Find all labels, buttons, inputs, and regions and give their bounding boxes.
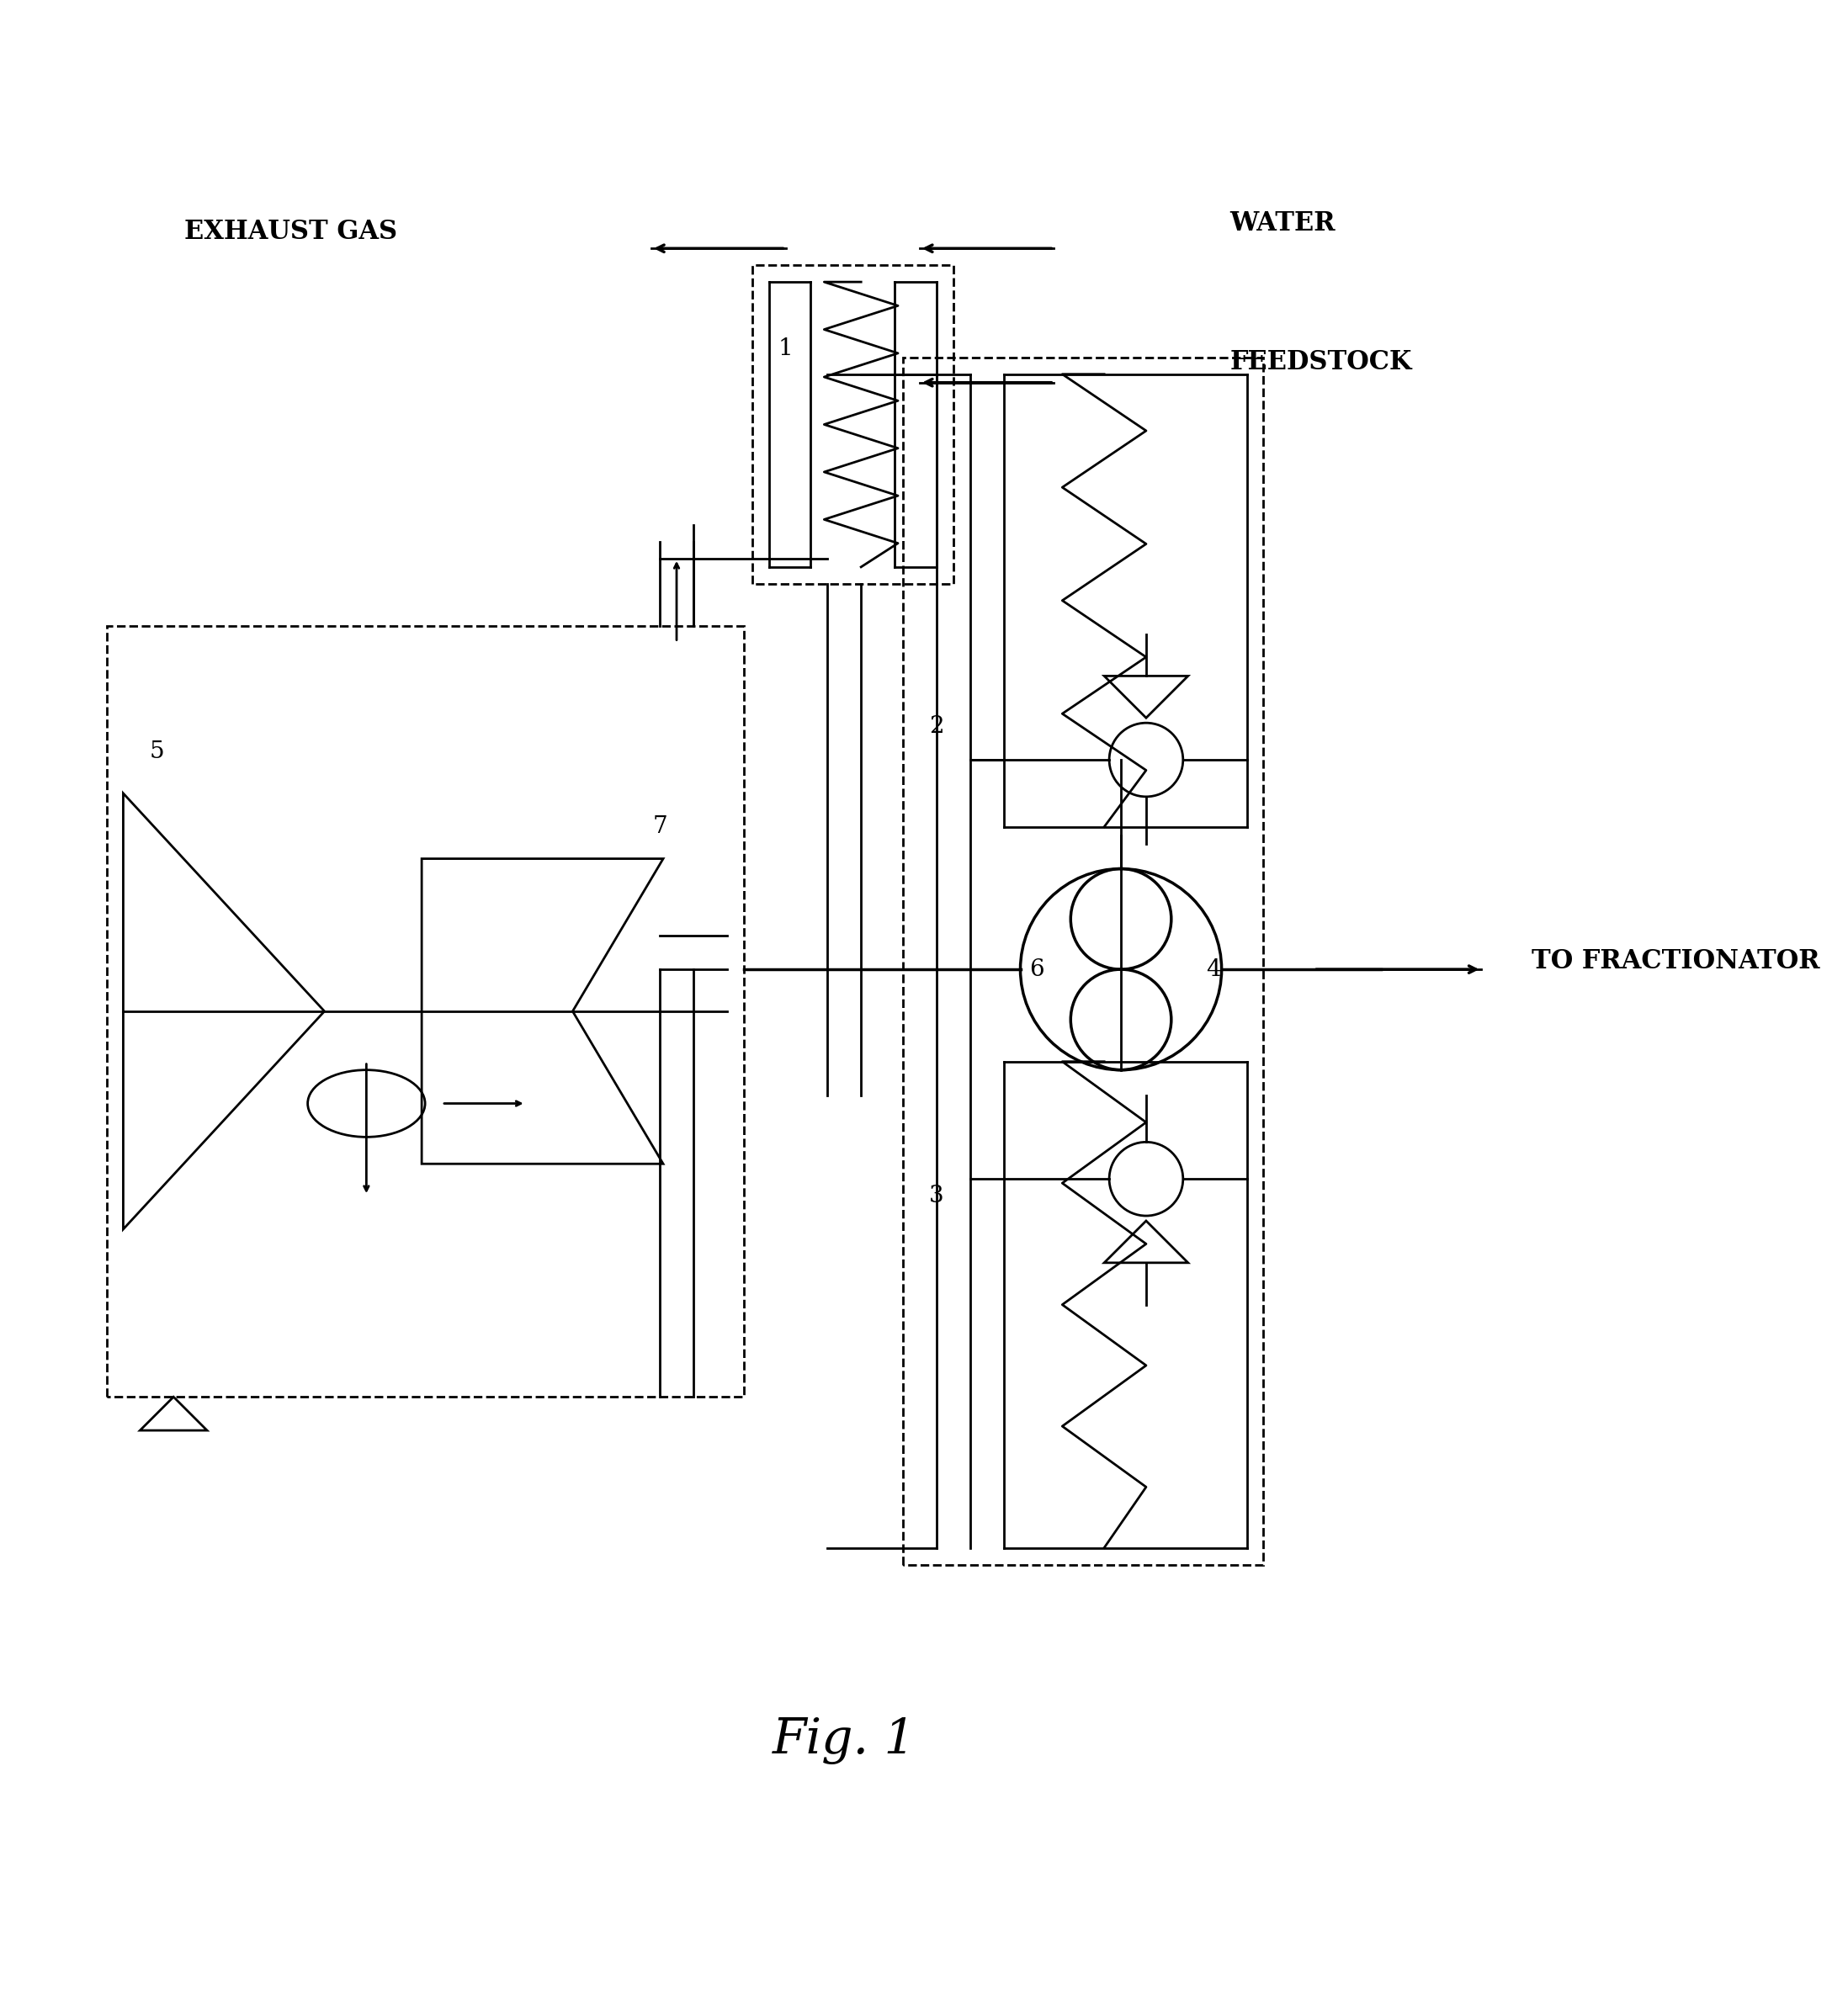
- Circle shape: [1020, 869, 1222, 1070]
- Text: 1: 1: [778, 338, 793, 360]
- Text: 4: 4: [1205, 959, 1222, 981]
- Text: 7: 7: [652, 815, 667, 837]
- Text: WATER: WATER: [1231, 211, 1336, 237]
- Text: 6: 6: [1029, 959, 1044, 981]
- Text: Fig. 1: Fig. 1: [772, 1717, 917, 1764]
- Text: 2: 2: [930, 714, 944, 738]
- Text: TO FRACTIONATOR: TO FRACTIONATOR: [1532, 949, 1820, 975]
- Text: 3: 3: [930, 1183, 944, 1207]
- Text: EXHAUST GAS: EXHAUST GAS: [185, 219, 397, 245]
- Text: FEEDSTOCK: FEEDSTOCK: [1231, 350, 1412, 376]
- Text: 5: 5: [150, 740, 164, 762]
